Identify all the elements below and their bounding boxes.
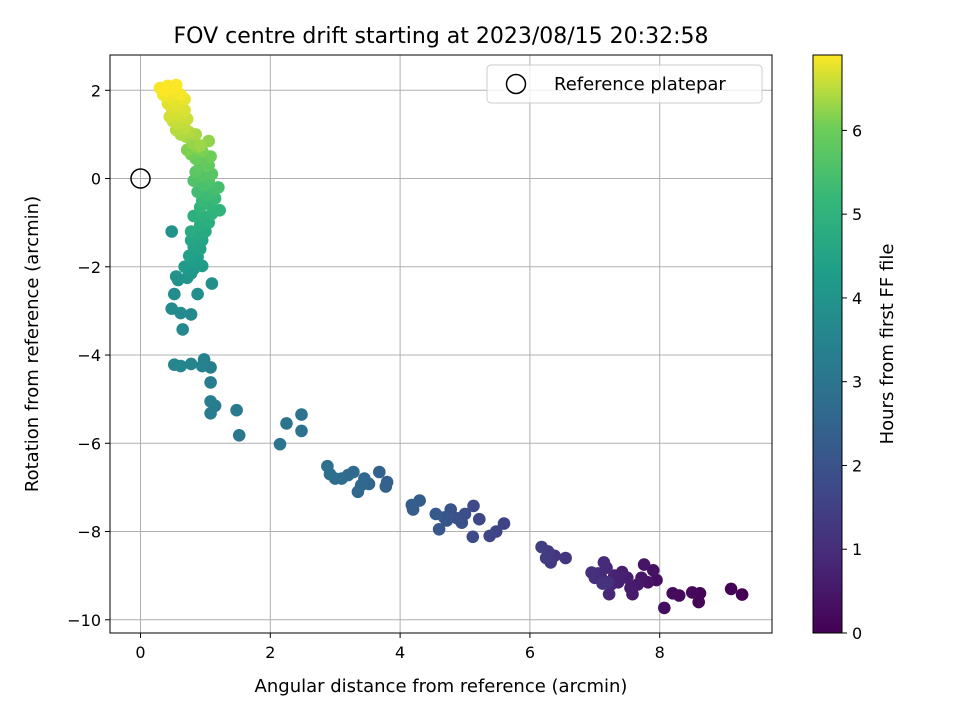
data-point <box>539 551 553 565</box>
x-tick-label: 0 <box>135 643 145 662</box>
data-point <box>466 530 480 544</box>
y-tick-label: 2 <box>91 81 101 100</box>
data-point <box>204 407 217 420</box>
data-point <box>184 308 198 321</box>
data-point <box>213 204 226 217</box>
data-point <box>373 465 386 479</box>
data-point <box>637 558 651 571</box>
data-point <box>379 480 393 493</box>
data-point <box>230 403 243 417</box>
y-axis-ticks: −10 −8 −6 −4 −2 0 2 <box>67 81 110 630</box>
data-point <box>646 564 660 577</box>
data-point <box>169 270 183 283</box>
data-point <box>295 424 308 438</box>
x-axis-ticks: 0 2 4 6 8 <box>135 633 665 662</box>
data-point <box>273 437 287 451</box>
data-point <box>195 359 209 373</box>
data-point <box>666 587 679 600</box>
data-point <box>184 357 198 371</box>
reference-platepar-marker <box>130 168 151 189</box>
y-tick-label: −8 <box>77 523 101 542</box>
grid-lines <box>110 55 772 633</box>
colorbar-label: Hours from first FF file <box>877 244 898 445</box>
data-point <box>176 323 189 336</box>
data-point <box>280 417 293 430</box>
colorbar-tick-label: 4 <box>852 289 862 308</box>
data-point <box>168 287 181 301</box>
data-point <box>429 507 443 521</box>
y-tick-label: −4 <box>77 346 101 365</box>
data-point <box>405 498 419 512</box>
data-point <box>232 429 246 442</box>
data-point <box>497 517 511 530</box>
data-point <box>168 358 181 372</box>
data-point <box>585 566 598 579</box>
data-point <box>165 302 178 316</box>
data-point <box>165 225 178 238</box>
colorbar-tick-label: 1 <box>852 540 862 559</box>
data-point <box>724 582 738 596</box>
colorbar-gradient <box>812 54 843 634</box>
y-tick-label: −2 <box>77 258 101 277</box>
chart-title: FOV centre drift starting at 2023/08/15 … <box>174 24 709 49</box>
data-point <box>467 499 480 513</box>
colorbar-tick-label: 0 <box>852 624 862 643</box>
data-point <box>535 540 548 554</box>
data-point <box>204 376 217 389</box>
data-point <box>158 84 172 97</box>
data-point <box>174 88 187 101</box>
data-point <box>351 485 365 499</box>
y-tick-label: −10 <box>67 611 101 630</box>
y-axis-label: Rotation from reference (arcmin) <box>22 196 43 492</box>
legend: Reference platepar <box>486 64 763 104</box>
x-tick-label: 4 <box>395 643 405 662</box>
data-point <box>450 512 464 525</box>
data-point <box>483 529 497 543</box>
colorbar-tick-label: 6 <box>852 121 862 140</box>
colorbar-tick-label: 5 <box>852 205 862 224</box>
legend-entry-reference-platepar: Reference platepar <box>554 74 726 95</box>
data-point <box>191 287 204 301</box>
legend-marker-icon <box>505 73 527 95</box>
x-tick-label: 8 <box>655 643 665 662</box>
data-point <box>212 181 225 194</box>
data-point <box>735 588 749 601</box>
data-point <box>184 225 198 238</box>
data-point <box>432 523 446 536</box>
colorbar-tick-label: 2 <box>852 456 862 475</box>
data-point <box>658 601 671 615</box>
data-point <box>624 581 637 595</box>
data-point <box>205 277 219 290</box>
colorbar-ticks: 0 1 2 3 4 5 6 <box>842 121 862 643</box>
data-point <box>559 551 572 565</box>
data-point <box>321 459 334 473</box>
x-axis-label: Angular distance from reference (arcmin) <box>255 676 628 697</box>
scatter-points <box>153 78 749 615</box>
data-point <box>473 512 486 526</box>
legend-box <box>486 64 763 104</box>
data-point <box>204 395 217 408</box>
data-point <box>685 586 699 599</box>
y-tick-label: 0 <box>91 170 101 189</box>
plot-frame <box>109 54 773 634</box>
data-point <box>596 577 609 590</box>
data-point <box>597 556 611 569</box>
reference-marker-layer <box>130 168 151 189</box>
y-tick-label: −6 <box>77 434 101 453</box>
data-point <box>602 587 616 601</box>
data-point <box>295 408 308 421</box>
data-point <box>193 139 207 152</box>
plot-area <box>110 55 772 633</box>
colorbar-tick-label: 3 <box>852 373 862 392</box>
colorbar: 0 1 2 3 4 5 6 Hours from first FF file <box>812 54 898 643</box>
x-tick-label: 2 <box>265 643 275 662</box>
x-tick-label: 6 <box>525 643 535 662</box>
